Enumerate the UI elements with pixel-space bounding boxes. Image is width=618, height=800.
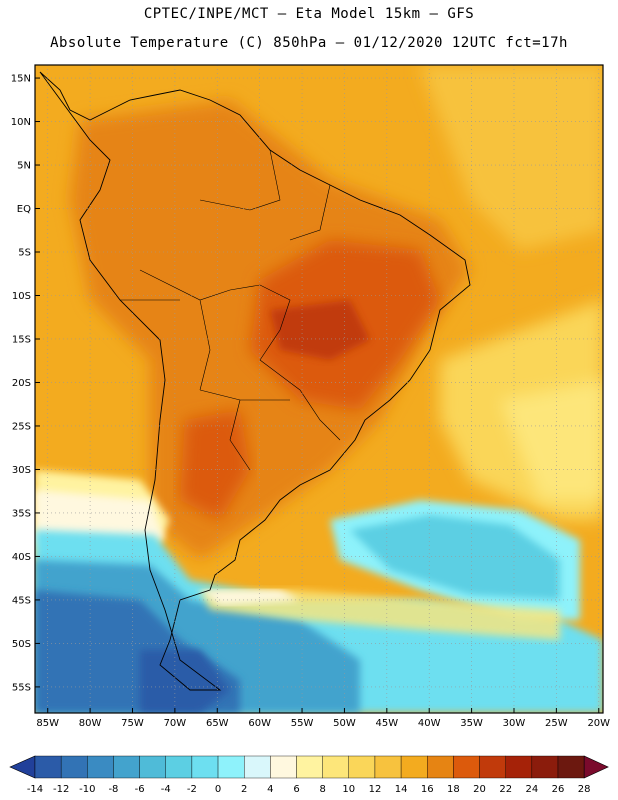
colorbar-swatch — [243, 755, 271, 779]
lat-label: 25S — [12, 421, 31, 432]
colorbar-swatch — [348, 755, 376, 779]
colorbar: -14 -12 -10 -8 -6 -4 -2 0 2 4 6 8 10 12 14 16 18 20 22 24 26… — [9, 755, 609, 795]
lat-label: 35S — [12, 508, 31, 519]
lat-label: EQ — [17, 204, 31, 215]
colorbar-label: -12 — [53, 784, 69, 795]
colorbar-label: -10 — [79, 784, 95, 795]
lat-lon-grid — [35, 65, 603, 713]
colorbar-label: -6 — [135, 784, 145, 795]
colorbar-swatch — [87, 755, 114, 779]
colorbar-min-arrow — [9, 755, 36, 779]
colorbar-label: 4 — [267, 784, 273, 795]
map-frame — [34, 64, 604, 714]
lon-label: 30W — [503, 718, 526, 729]
colorbar-swatch — [374, 755, 402, 779]
colorbar-swatch — [165, 755, 193, 779]
lat-label: 15S — [12, 334, 31, 345]
colorbar-swatch — [322, 755, 349, 779]
colorbar-swatch — [557, 755, 585, 779]
colorbar-label: -2 — [187, 784, 197, 795]
colorbar-swatch — [270, 755, 297, 779]
lon-label: 75W — [121, 718, 144, 729]
colorbar-swatch — [34, 755, 62, 779]
colorbar-label: 20 — [473, 784, 486, 795]
colorbar-label: 28 — [578, 784, 591, 795]
colorbar-label: 26 — [552, 784, 565, 795]
colorbar-label: 22 — [499, 784, 512, 795]
lat-label: 20S — [12, 378, 31, 389]
colorbar-label: -14 — [27, 784, 43, 795]
colorbar-swatch — [453, 755, 480, 779]
lat-label: 40S — [12, 552, 31, 563]
colorbar-max-arrow — [583, 755, 609, 779]
colorbar-label: 10 — [342, 784, 355, 795]
lon-label: 20W — [587, 718, 610, 729]
colorbar-swatch — [296, 755, 323, 779]
lat-label: 10S — [12, 291, 31, 302]
lon-label: 35W — [460, 718, 483, 729]
colorbar-swatch — [400, 755, 428, 779]
lat-label: 55S — [12, 682, 31, 693]
colorbar-swatch — [139, 755, 166, 779]
lat-label: 45S — [12, 595, 31, 606]
colorbar-swatch — [505, 755, 533, 779]
colorbar-swatch — [191, 755, 219, 779]
colorbar-label: -4 — [161, 784, 171, 795]
lat-label: 5S — [18, 248, 31, 259]
title-line-1: CPTEC/INPE/MCT – Eta Model 15km – GFS — [143, 6, 475, 22]
colorbar-label: 6 — [293, 784, 299, 795]
colorbar-label: 8 — [319, 784, 325, 795]
axis-labels: 15N 10N 5N EQ 5S 10S 15S 20S 25S 30S 35S 40S 45S 50S 5… — [11, 74, 610, 729]
colorbar-swatch — [60, 755, 88, 779]
lon-label: 85W — [36, 718, 59, 729]
colorbar-swatch — [427, 755, 454, 779]
lon-label: 50W — [333, 718, 356, 729]
colorbar-swatch — [479, 755, 506, 779]
colorbar-label: 14 — [395, 784, 408, 795]
colorbar-swatch — [113, 755, 140, 779]
colorbar-label: 24 — [525, 784, 538, 795]
colorbar-swatch — [217, 755, 245, 779]
colorbar-swatch — [531, 755, 559, 779]
colorbar-label: -8 — [108, 784, 118, 795]
lon-label: 25W — [545, 718, 568, 729]
lat-label: 5N — [17, 161, 31, 172]
colorbar-label: 2 — [241, 784, 247, 795]
lat-label: 50S — [12, 639, 31, 650]
lon-label: 60W — [248, 718, 271, 729]
lon-label: 70W — [164, 718, 187, 729]
lon-label: 80W — [79, 718, 102, 729]
temperature-field — [35, 65, 603, 713]
colorbar-label: 18 — [447, 784, 460, 795]
lat-label: 15N — [11, 74, 31, 85]
lon-label: 65W — [206, 718, 229, 729]
title-line-2: Absolute Temperature (C) 850hPa – 01/12/… — [50, 35, 568, 51]
lon-label: 45W — [376, 718, 399, 729]
lat-label: 10N — [11, 117, 31, 128]
colorbar-label: 0 — [215, 784, 221, 795]
colorbar-label: 16 — [421, 784, 434, 795]
lon-label: 40W — [418, 718, 441, 729]
lon-label: 55W — [291, 718, 314, 729]
lat-label: 30S — [12, 465, 31, 476]
colorbar-label: 12 — [369, 784, 382, 795]
